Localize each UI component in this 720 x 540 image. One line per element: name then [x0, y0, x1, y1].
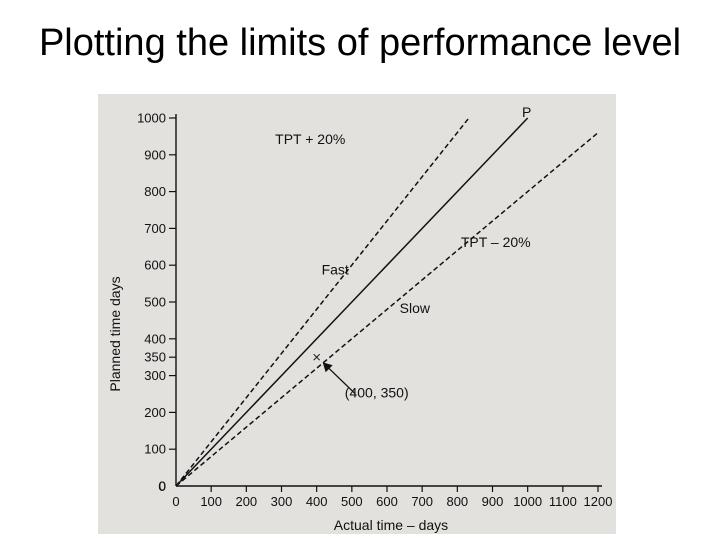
y-tick-label-700: 700 — [144, 221, 166, 236]
y-tick-label-500: 500 — [144, 295, 166, 310]
x-tick-label-800: 800 — [446, 494, 468, 509]
x-tick-label-700: 700 — [411, 494, 433, 509]
point-label: (400, 350) — [345, 385, 409, 401]
y-tick-label-600: 600 — [144, 258, 166, 273]
x-tick-label-400: 400 — [306, 494, 328, 509]
chart-svg: 0 100 200 300 350 400 500 600 700 800 900 1000 0 100 2… — [107, 104, 612, 533]
series-label-p: P — [522, 104, 531, 120]
point-arrow-head — [322, 362, 333, 373]
chart-axes — [175, 114, 602, 487]
point-arrow-shaft — [325, 364, 356, 394]
x-tick-label-200: 200 — [235, 494, 257, 509]
series-label-tpt-minus: TPT – 20% — [461, 234, 531, 250]
y-tick-label-400: 400 — [144, 331, 166, 346]
slide-title: Plotting the limits of performance level — [0, 18, 720, 68]
x-tick-label-0: 0 — [172, 494, 179, 509]
y-tick-label-100: 100 — [144, 442, 166, 457]
chart-ticks: 0 100 200 300 350 400 500 600 700 800 900 1000 0 100 2… — [137, 111, 612, 510]
x-tick-label-1200: 1200 — [584, 494, 613, 509]
x-tick-label-300: 300 — [271, 494, 293, 509]
series-line-2 — [175, 132, 599, 487]
series-label-tpt-plus: TPT + 20% — [275, 131, 345, 147]
series-line-1 — [175, 117, 470, 487]
y-tick-label-0: 0 — [159, 479, 166, 494]
chart-figure: 0 100 200 300 350 400 500 600 700 800 900 1000 0 100 2… — [98, 94, 616, 534]
chart-series — [175, 117, 599, 487]
y-tick-label-1000: 1000 — [137, 111, 166, 126]
y-tick-label-800: 800 — [144, 184, 166, 199]
y-tick-label-200: 200 — [144, 405, 166, 420]
y-tick-label-900: 900 — [144, 147, 166, 162]
x-tick-label-100: 100 — [200, 494, 222, 509]
x-tick-label-600: 600 — [376, 494, 398, 509]
y-axis-title: Planned time days — [107, 276, 123, 391]
y-tick-label-350: 350 — [144, 350, 166, 365]
x-tick-label-500: 500 — [341, 494, 363, 509]
region-label-slow: Slow — [400, 300, 431, 316]
origin-label: 0 — [158, 478, 166, 494]
series-line-0 — [175, 117, 529, 487]
x-tick-label-1000: 1000 — [513, 494, 542, 509]
x-axis-title: Actual time – days — [334, 517, 448, 533]
x-tick-label-1100: 1100 — [549, 494, 577, 509]
x-tick-label-900: 900 — [482, 494, 504, 509]
chart-annotations: P TPT + 20% TPT – 20% Fast Slow (400, 35… — [107, 104, 531, 533]
region-label-fast: Fast — [322, 261, 349, 277]
slide-title-text: Plotting the limits of performance level — [38, 22, 682, 64]
y-tick-label-300: 300 — [144, 368, 166, 383]
point-marker-b — [313, 353, 321, 361]
